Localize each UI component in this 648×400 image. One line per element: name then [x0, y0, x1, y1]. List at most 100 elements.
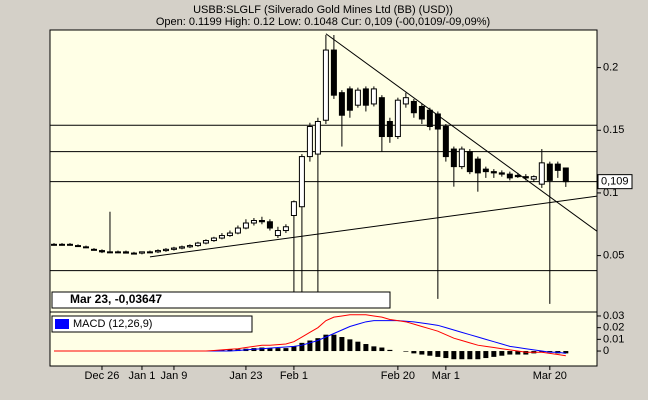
histogram-bar — [451, 351, 457, 360]
histogram-bar — [539, 351, 545, 353]
y-tick-label: 0.15 — [603, 124, 624, 136]
candle-body — [250, 220, 257, 224]
histogram-bar — [275, 348, 281, 352]
candle-body — [122, 251, 129, 254]
histogram-bar — [467, 351, 473, 360]
chart-subtitle: Open: 0.1199 High: 0.12 Low: 0.1048 Cur:… — [156, 16, 490, 28]
legend-box — [51, 315, 253, 333]
macd-line — [53, 314, 566, 357]
chart-title: USBB:SLGLF (Silverado Gold Mines Ltd (BB… — [193, 4, 453, 16]
histogram-bar — [323, 334, 329, 352]
candle-body — [178, 246, 185, 249]
candle-body — [218, 235, 225, 239]
candle-body — [402, 97, 409, 105]
candle-body — [410, 100, 417, 114]
x-tick-label: Jan 23 — [229, 370, 262, 382]
histogram-bar — [355, 341, 361, 352]
candle-body — [226, 232, 233, 237]
candle-body — [514, 174, 521, 178]
histogram-bar — [411, 351, 417, 354]
candle-body — [266, 221, 273, 229]
histogram-bar — [339, 337, 345, 352]
histogram-bar — [547, 351, 553, 353]
candle-body — [154, 250, 161, 253]
candle-body — [322, 49, 329, 121]
candle-body — [50, 243, 57, 246]
histogram-bar — [267, 348, 273, 352]
trend-line — [325, 33, 597, 232]
x-tick-label: Feb 1 — [280, 370, 308, 382]
readout-box — [51, 291, 391, 309]
y-tick-label: 0.03 — [603, 310, 624, 322]
histogram-bar — [331, 334, 337, 352]
candle-body — [466, 151, 473, 173]
candle-body — [138, 251, 145, 254]
histogram-bar — [515, 351, 521, 355]
candle-body — [482, 168, 489, 173]
candle-body — [114, 251, 121, 254]
x-tick-label: Mar 1 — [432, 370, 460, 382]
candle-body — [490, 171, 497, 174]
x-tick-label: Dec 26 — [85, 370, 120, 382]
histogram-bar — [459, 351, 465, 360]
candle-body — [474, 158, 481, 174]
candle-body — [338, 92, 345, 116]
candle-body — [434, 113, 441, 130]
histogram-bar — [259, 347, 265, 352]
histogram-bar — [347, 339, 353, 352]
histogram-bar — [523, 351, 529, 355]
histogram-bar — [475, 351, 481, 360]
histogram-bar — [307, 340, 313, 352]
candle-body — [314, 120, 321, 155]
candle-body — [106, 251, 113, 254]
histogram-bar — [563, 351, 569, 354]
last-price-label: 0,109 — [601, 176, 629, 188]
y-tick-label: 0 — [603, 345, 609, 357]
candle-body — [394, 99, 401, 138]
candle-body — [354, 89, 361, 106]
candle-body — [442, 126, 449, 158]
candle-body — [170, 247, 177, 250]
y-tick-label: 0.02 — [603, 322, 624, 334]
candle-body — [530, 176, 537, 180]
candle-body — [202, 240, 209, 244]
candle-body — [210, 237, 217, 242]
histogram-bar — [363, 344, 369, 352]
candle-body — [274, 230, 281, 237]
y-tick-label: 0.05 — [603, 250, 624, 262]
x-tick-label: Jan 1 — [129, 370, 156, 382]
candle-body — [330, 49, 337, 96]
trend-line — [149, 195, 597, 258]
x-tick-label: Jan 9 — [160, 370, 187, 382]
candle-body — [130, 252, 137, 255]
candle-body — [242, 222, 249, 229]
candle-body — [378, 97, 385, 138]
candle-body — [458, 148, 465, 168]
plot: 0.05 0.1 0.15 0.2 0,109 Dec 26 Jan 1 Jan 9 Jan 2… — [50, 33, 633, 382]
candle-body — [522, 176, 529, 179]
candle-body — [98, 250, 105, 253]
candle-body — [554, 163, 561, 171]
candle-body — [66, 243, 73, 246]
legend-swatch — [55, 319, 69, 329]
candle-body — [386, 120, 393, 138]
candle-body — [186, 245, 193, 248]
y-tick-label: 0.1 — [603, 187, 618, 199]
candle-body — [506, 173, 513, 179]
histogram-bar — [315, 338, 321, 352]
candle-body — [426, 109, 433, 128]
candle-body — [418, 105, 425, 120]
histogram-bar — [403, 351, 409, 352]
histogram-bar — [379, 347, 385, 352]
candle-body — [146, 251, 153, 254]
y-tick-label: 0.01 — [603, 333, 624, 345]
candle-body — [346, 88, 353, 111]
histogram-bar — [227, 349, 233, 352]
candle-body — [194, 242, 201, 247]
candle-body — [234, 227, 241, 234]
histogram-bar — [435, 351, 441, 357]
x-tick-label: Mar 20 — [533, 370, 567, 382]
candle-body — [290, 201, 297, 216]
candle-body — [74, 245, 81, 248]
